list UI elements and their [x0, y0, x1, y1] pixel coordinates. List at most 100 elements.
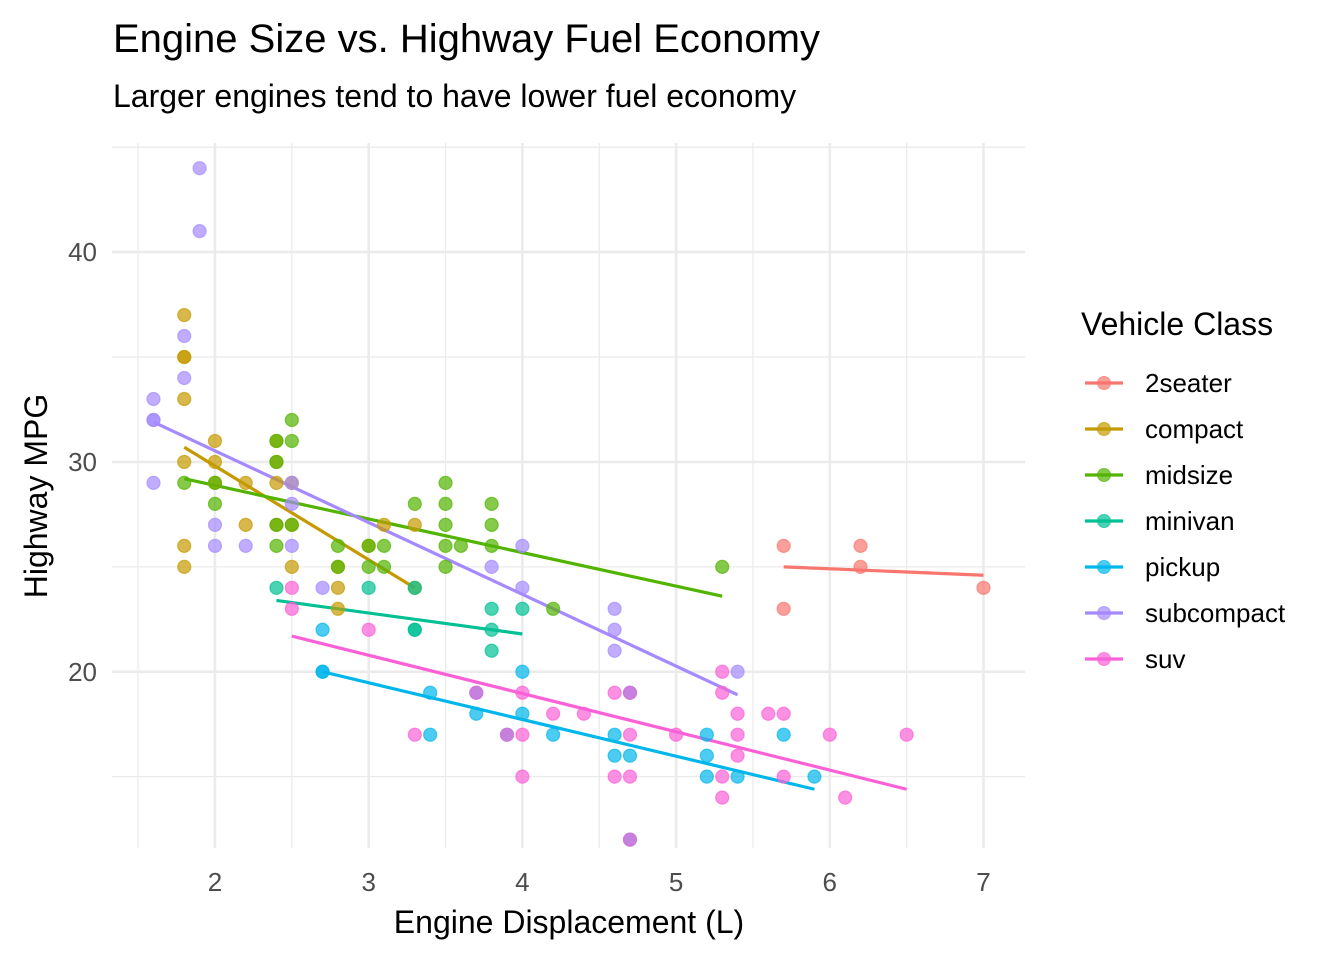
data-point-midsize — [330, 559, 346, 574]
data-point-midsize — [361, 538, 376, 553]
legend-item-pickup: pickup — [1085, 552, 1220, 582]
x-tick-label: 4 — [515, 867, 529, 897]
legend-label: midsize — [1145, 460, 1233, 490]
data-point-compact — [269, 475, 284, 491]
data-point-midsize — [269, 454, 284, 470]
data-point-pickup — [807, 769, 822, 784]
data-point-suv — [622, 769, 638, 784]
data-point-compact — [238, 475, 253, 491]
data-point-midsize — [484, 496, 499, 511]
data-point-minivan — [484, 601, 499, 616]
data-point-pickup — [515, 706, 530, 721]
data-point-compact — [207, 433, 223, 449]
data-point-suv — [715, 685, 730, 700]
data-point-2seater — [976, 580, 991, 595]
data-point-suv — [469, 685, 484, 700]
data-point-midsize — [438, 517, 453, 532]
data-point-midsize — [407, 496, 422, 511]
legend-item-subcompact: subcompact — [1085, 598, 1286, 628]
legend-item-compact: compact — [1085, 414, 1244, 444]
data-point-midsize — [438, 475, 453, 491]
data-point-pickup — [423, 685, 438, 700]
data-point-suv — [668, 727, 684, 742]
legend-key-point — [1097, 468, 1111, 482]
x-tick-label: 3 — [361, 867, 375, 897]
trend-line-2seater — [783, 565, 984, 577]
x-axis-title: Engine Displacement (L) — [394, 904, 744, 940]
data-point-compact — [330, 580, 346, 595]
data-point-subcompact — [730, 664, 745, 679]
legend-label: pickup — [1145, 552, 1220, 582]
data-point-suv — [730, 706, 745, 721]
data-point-subcompact — [207, 517, 223, 532]
data-point-midsize — [207, 496, 223, 511]
data-point-compact — [177, 391, 192, 407]
data-point-suv — [407, 727, 422, 742]
data-point-pickup — [730, 769, 745, 784]
data-point-pickup — [469, 706, 484, 721]
x-axis-ticks: 2 3 4 5 6 7 — [208, 867, 991, 897]
legend-label: minivan — [1145, 506, 1235, 536]
data-point-compact — [407, 517, 422, 532]
data-point-compact — [177, 538, 192, 553]
legend-items: 2seater compact midsize minivan pickup subcom… — [1085, 368, 1286, 674]
data-point-midsize — [376, 538, 392, 553]
data-point-midsize — [715, 559, 730, 574]
data-point-midsize — [330, 538, 346, 553]
data-point-subcompact — [484, 559, 499, 574]
data-point-suv — [822, 727, 837, 742]
data-point-suv — [515, 727, 530, 742]
data-point-midsize — [438, 538, 453, 553]
data-point-pickup — [546, 727, 561, 742]
data-point-suv — [730, 748, 745, 763]
data-point-subcompact — [607, 643, 622, 658]
x-tick-label: 6 — [823, 867, 837, 897]
data-point-midsize — [284, 412, 299, 428]
data-point-suv — [776, 706, 791, 721]
data-point-subcompact — [177, 328, 192, 344]
legend-key-point — [1097, 652, 1111, 666]
data-point-2seater — [776, 601, 791, 616]
trend-lines — [152, 420, 984, 791]
data-point-midsize — [438, 559, 453, 574]
data-point-suv — [284, 580, 299, 595]
data-point-suv — [515, 769, 530, 784]
data-point-midsize — [453, 538, 469, 553]
data-point-compact — [207, 454, 223, 470]
data-point-compact — [376, 517, 392, 532]
data-point-suv — [761, 706, 776, 721]
legend-item-minivan: minivan — [1085, 506, 1235, 536]
data-point-pickup — [607, 727, 622, 742]
legend-title: Vehicle Class — [1081, 306, 1273, 342]
data-point-suv — [361, 622, 376, 637]
data-point-suv — [622, 832, 638, 847]
data-point-subcompact — [315, 580, 330, 595]
data-point-pickup — [699, 748, 714, 763]
legend-key-point — [1097, 514, 1111, 528]
data-point-compact — [177, 307, 192, 323]
legend-label: suv — [1145, 644, 1185, 674]
data-point-subcompact — [515, 538, 530, 553]
data-point-pickup — [622, 748, 638, 763]
data-point-pickup — [607, 748, 622, 763]
trend-line-pickup — [322, 670, 815, 791]
data-point-pickup — [699, 727, 714, 742]
data-point-minivan — [269, 580, 284, 595]
data-point-compact — [284, 559, 299, 574]
data-point-subcompact — [146, 391, 161, 407]
data-point-minivan — [484, 643, 499, 658]
legend-item-midsize: midsize — [1085, 460, 1233, 490]
data-point-pickup — [315, 664, 330, 679]
data-point-compact — [330, 601, 346, 616]
data-point-subcompact — [284, 538, 299, 553]
legend-key-point — [1097, 606, 1111, 620]
data-point-pickup — [315, 622, 330, 637]
data-point-midsize — [177, 475, 192, 491]
legend-item-2seater: 2seater — [1085, 368, 1232, 398]
data-point-midsize — [269, 517, 284, 532]
data-point-suv — [284, 601, 299, 616]
data-point-subcompact — [238, 538, 253, 553]
chart-title: Engine Size vs. Highway Fuel Economy — [113, 17, 820, 61]
y-tick-label: 20 — [68, 657, 97, 687]
data-point-subcompact — [192, 224, 207, 239]
